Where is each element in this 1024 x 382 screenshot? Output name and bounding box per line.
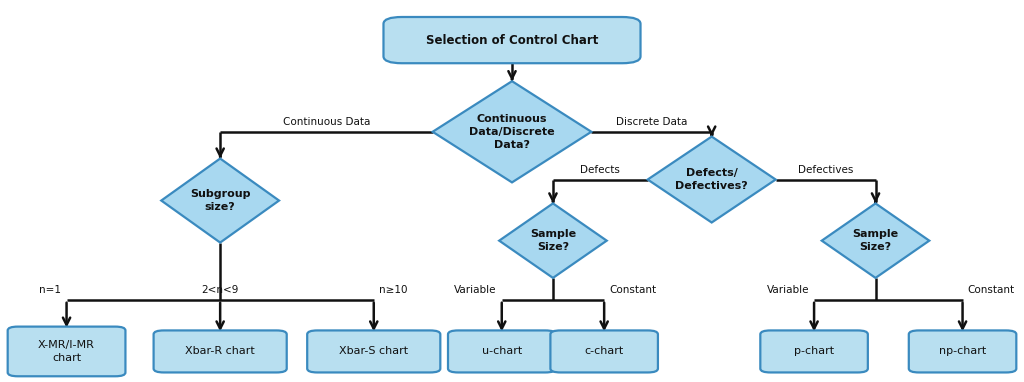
Text: c-chart: c-chart	[585, 346, 624, 356]
Polygon shape	[162, 159, 279, 243]
Text: Sample
Size?: Sample Size?	[529, 229, 577, 252]
Text: Xbar-S chart: Xbar-S chart	[339, 346, 409, 356]
Text: Variable: Variable	[454, 285, 497, 295]
FancyBboxPatch shape	[154, 330, 287, 372]
Text: Selection of Control Chart: Selection of Control Chart	[426, 34, 598, 47]
Text: Subgroup
size?: Subgroup size?	[189, 189, 251, 212]
Text: Defects/
Defectives?: Defects/ Defectives?	[675, 168, 749, 191]
Text: 2<n<9: 2<n<9	[202, 285, 239, 295]
Text: np-chart: np-chart	[939, 346, 986, 356]
Polygon shape	[821, 203, 930, 278]
Text: Continuous
Data/Discrete
Data?: Continuous Data/Discrete Data?	[469, 114, 555, 150]
Polygon shape	[432, 81, 592, 182]
Text: Discrete Data: Discrete Data	[615, 117, 687, 127]
Text: u-chart: u-chart	[481, 346, 522, 356]
FancyBboxPatch shape	[449, 330, 555, 372]
Text: n=1: n=1	[40, 285, 61, 295]
FancyBboxPatch shape	[760, 330, 868, 372]
Text: Variable: Variable	[766, 285, 809, 295]
Text: n≥10: n≥10	[379, 285, 408, 295]
Text: p-chart: p-chart	[794, 346, 835, 356]
Text: Constant: Constant	[609, 285, 656, 295]
Polygon shape	[500, 203, 606, 278]
Text: X-MR/I-MR
chart: X-MR/I-MR chart	[38, 340, 95, 363]
Text: Continuous Data: Continuous Data	[283, 117, 370, 127]
FancyBboxPatch shape	[551, 330, 657, 372]
FancyBboxPatch shape	[307, 330, 440, 372]
FancyBboxPatch shape	[383, 17, 641, 63]
Text: Constant: Constant	[968, 285, 1015, 295]
FancyBboxPatch shape	[909, 330, 1016, 372]
Text: Xbar-R chart: Xbar-R chart	[185, 346, 255, 356]
Text: Defects: Defects	[581, 165, 621, 175]
Polygon shape	[647, 136, 776, 222]
FancyBboxPatch shape	[8, 327, 126, 376]
Text: Defectives: Defectives	[798, 165, 853, 175]
Text: Sample
Size?: Sample Size?	[852, 229, 899, 252]
